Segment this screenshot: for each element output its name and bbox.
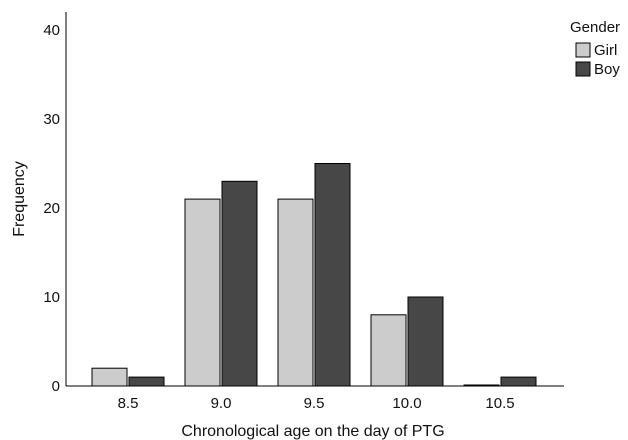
- bar-boy-10.5: [500, 376, 537, 387]
- legend-swatch-boy: [575, 61, 591, 77]
- bar-girl-10.0: [370, 314, 407, 387]
- x-axis-ticks: 8.5 9.0 9.5 10.0 10.5: [118, 395, 515, 412]
- x-tick-label: 9.0: [211, 395, 232, 412]
- legend-title: Gender: [570, 19, 620, 36]
- y-tick-label: 0: [52, 378, 60, 395]
- legend: Gender Girl Boy: [570, 19, 620, 78]
- y-axis-title: Frequency: [11, 161, 28, 237]
- y-tick-label: 40: [43, 22, 60, 39]
- x-tick-label: 8.5: [118, 395, 139, 412]
- x-axis-title: Chronological age on the day of PTG: [181, 423, 444, 440]
- x-tick-label: 10.5: [485, 395, 514, 412]
- bar-boy-8.5: [128, 376, 165, 387]
- x-tick-label: 9.5: [304, 395, 325, 412]
- legend-label-girl: Girl: [594, 42, 617, 59]
- bar-boy-10.0: [407, 296, 444, 387]
- x-tick-label: 10.0: [392, 395, 421, 412]
- y-axis-ticks: 0 10 20 30 40: [43, 22, 60, 395]
- legend-swatch-girl: [575, 42, 591, 58]
- bars: [91, 163, 537, 387]
- bar-girl-9.0: [184, 198, 221, 387]
- bar-girl-9.5: [277, 198, 314, 387]
- bar-boy-9.0: [221, 180, 258, 387]
- y-tick-label: 30: [43, 111, 60, 128]
- bar-boy-9.5: [314, 163, 351, 387]
- y-tick-label: 20: [43, 200, 60, 217]
- bar-girl-8.5: [91, 367, 128, 387]
- legend-label-boy: Boy: [594, 61, 620, 78]
- y-tick-label: 10: [43, 289, 60, 306]
